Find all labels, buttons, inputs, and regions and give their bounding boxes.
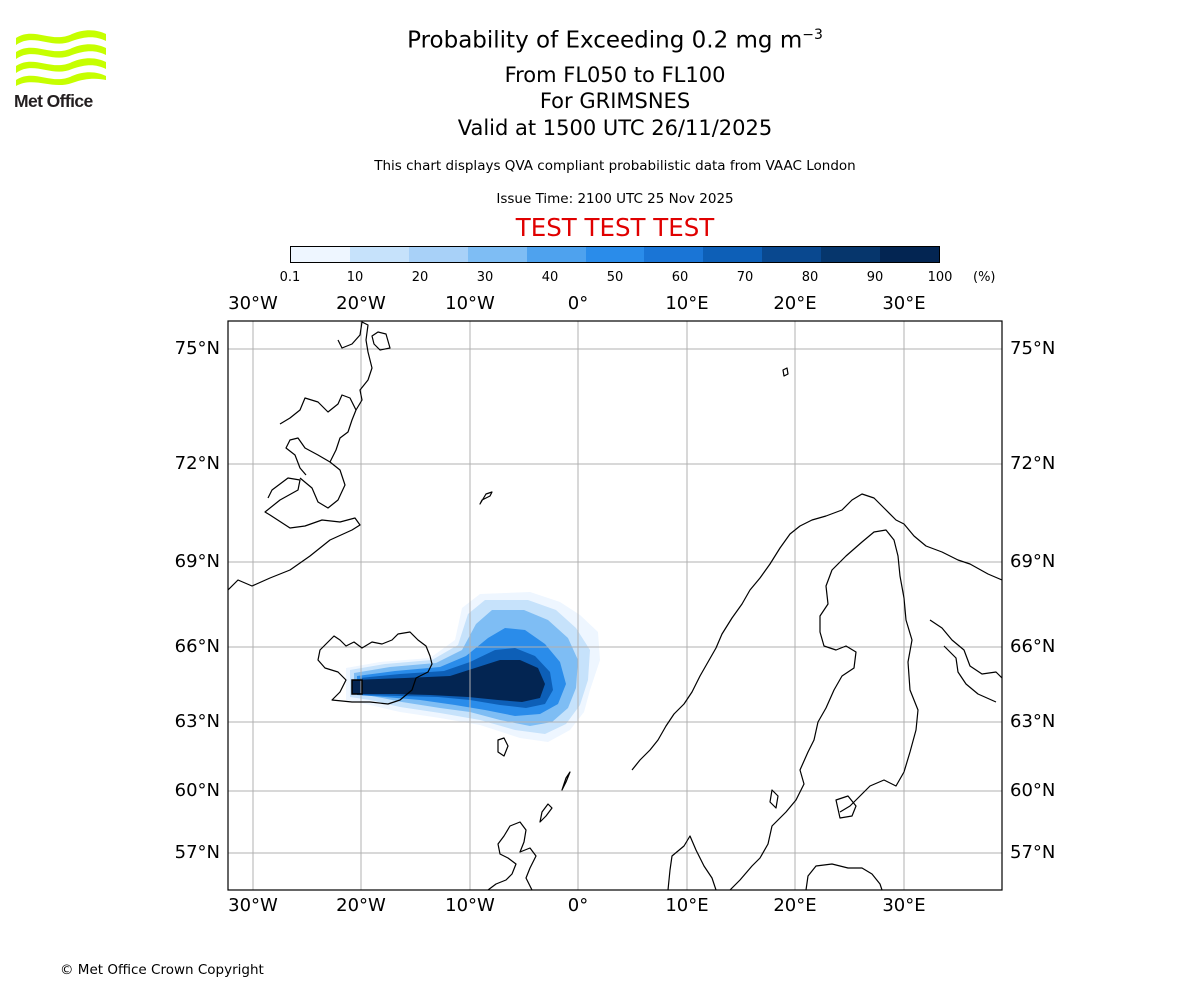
volcano-name: For GRIMSNES [539,89,691,113]
chart-title: Probability of Exceeding 0.2 mg m−3 [407,27,823,54]
colorbar-tick-label: 40 [541,270,559,285]
colorbar-segment [408,247,468,262]
longitude-label-bottom: 20°W [336,895,386,916]
met-office-logo-text: Met Office [14,91,93,111]
latitude-label-left: 63°N [174,711,220,732]
longitude-label-bottom: 10°W [445,895,495,916]
colorbar-segment [762,247,822,262]
test-banner: TEST TEST TEST [515,213,715,242]
met-office-waves-icon [16,30,106,86]
longitude-label-top: 10°E [665,293,709,314]
longitude-label-bottom: 30°W [228,895,278,916]
latitude-label-right: 63°N [1010,711,1056,732]
longitude-label-bottom: 20°E [773,895,817,916]
plume-level-90 [352,660,545,702]
copyright: © Met Office Crown Copyright [60,962,264,978]
colorbar-segment [467,247,527,262]
map-frame [227,320,1003,891]
latitude-label-right: 75°N [1010,338,1056,359]
colorbar-segment [291,247,350,262]
iceland-coast [317,631,433,705]
scotland-coast [487,821,537,890]
scandinavia-coast [631,493,1002,890]
white-sea-coast [929,619,1002,703]
colorbar-tick-label: 0.1 [279,270,301,285]
latitude-label-right: 57°N [1010,842,1056,863]
colorbar-tick-label: 70 [736,270,754,285]
longitude-label-top: 10°W [445,293,495,314]
longitude-label-top: 30°E [882,293,926,314]
latitude-label-right: 60°N [1010,780,1056,801]
colorbar-tick-label: 60 [671,270,689,285]
faroe-islands [497,737,509,757]
latitude-label-left: 66°N [174,636,220,657]
greenland-coast [228,321,391,591]
issue-time: Issue Time: 2100 UTC 25 Nov 2025 [496,191,734,207]
met-office-logo [16,30,106,86]
latitude-label-left: 75°N [174,338,220,359]
longitude-label-bottom: 30°E [882,895,926,916]
valid-time: Valid at 1500 UTC 26/11/2025 [457,116,773,140]
volcano-source-marker [351,679,363,695]
colorbar-tick-label: 30 [476,270,494,285]
longitude-label-top: 0° [567,293,589,314]
longitude-label-bottom: 10°E [665,895,709,916]
colorbar-tick-label: 90 [866,270,884,285]
colorbar-segment [526,247,586,262]
colorbar-segment [644,247,704,262]
data-note: This chart displays QVA compliant probab… [374,158,856,174]
colorbar-segment [880,247,939,262]
colorbar-tick-label: 10 [346,270,364,285]
latitude-label-left: 69°N [174,551,220,572]
baltic-coast [805,863,883,890]
latitude-label-right: 69°N [1010,551,1056,572]
colorbar-tick-label: 100 [927,270,953,285]
latitude-label-right: 66°N [1010,636,1056,657]
graticule [228,321,1002,890]
latitude-label-left: 60°N [174,780,220,801]
colorbar-segment [349,247,409,262]
latitude-label-left: 72°N [174,453,220,474]
colorbar [290,246,940,263]
colorbar-tick-label: 80 [801,270,819,285]
longitude-label-top: 20°E [773,293,817,314]
finland-coast [729,529,919,890]
colorbar-tick-label: 20 [411,270,429,285]
colorbar-tick-label: 50 [606,270,624,285]
latitude-label-right: 72°N [1010,453,1056,474]
level-range: From FL050 to FL100 [504,63,726,87]
colorbar-unit: (%) [973,270,996,285]
latitude-label-left: 57°N [174,842,220,863]
colorbar-segment [585,247,645,262]
longitude-label-top: 20°W [336,293,386,314]
map-background [228,321,1002,890]
longitude-label-top: 30°W [228,293,278,314]
colorbar-segment [703,247,763,262]
colorbar-segment [821,247,881,262]
longitude-label-bottom: 0° [567,895,589,916]
coastlines [228,321,1002,890]
